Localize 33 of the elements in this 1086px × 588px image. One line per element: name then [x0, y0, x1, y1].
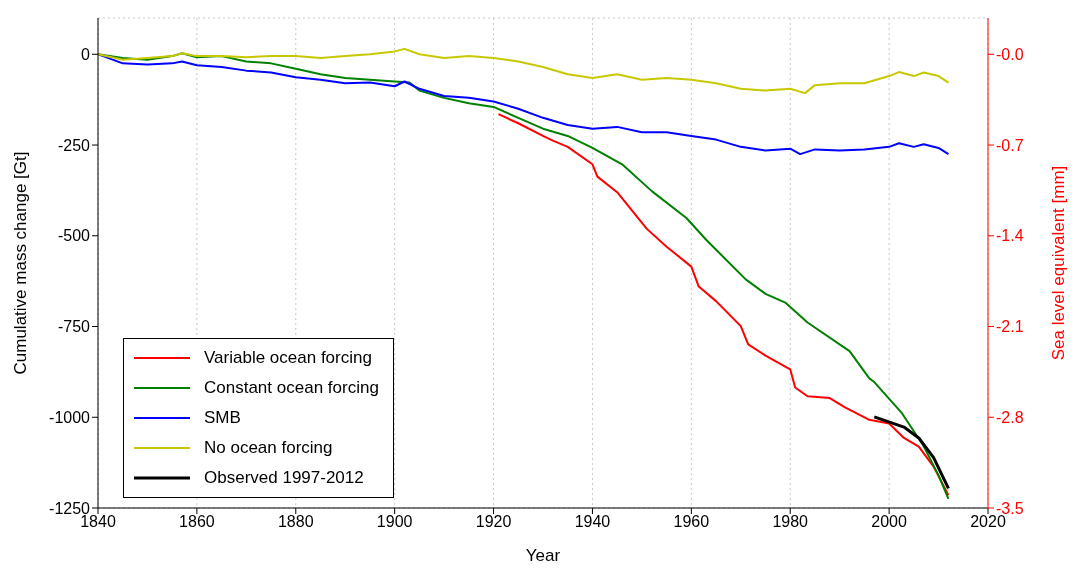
- y2-tick-label: -1.4: [996, 227, 1024, 245]
- line-series: [98, 47, 950, 95]
- legend-label: SMB: [204, 408, 241, 428]
- y-tick-label: -750: [57, 318, 91, 336]
- y2-tick-label: -0.0: [996, 45, 1024, 63]
- line-series: [872, 415, 950, 490]
- x-tick-label: 2020: [970, 513, 1006, 531]
- y2-tick-label: -2.1: [996, 318, 1024, 336]
- legend-label: Observed 1997-2012: [204, 468, 364, 488]
- x-tick-label: 1980: [772, 513, 809, 531]
- x-tick-label: 1920: [475, 513, 512, 531]
- x-tick-label: 2000: [871, 513, 908, 531]
- y-tick-label: 0: [81, 45, 91, 63]
- legend-label: Variable ocean forcing: [204, 348, 372, 368]
- y-axis-title: Cumulative mass change [Gt]: [11, 151, 31, 375]
- y2-axis-title: Sea level equivalent [mm]: [1049, 165, 1069, 361]
- x-tick-label: 1880: [277, 513, 314, 531]
- x-axis-title: Year: [525, 546, 561, 565]
- x-tick-label: 1840: [80, 513, 116, 531]
- y-tick-label: -1000: [49, 408, 91, 426]
- x-tick-label: 1940: [574, 513, 611, 531]
- x-tick-label: 1960: [673, 513, 710, 531]
- y-tick-label: -250: [57, 136, 91, 154]
- y2-tick-label: -0.7: [996, 136, 1024, 154]
- x-tick-label: 1860: [179, 513, 215, 531]
- y-tick-label: -500: [57, 227, 91, 245]
- line-series: [98, 52, 950, 500]
- x-tick-label: 1900: [376, 513, 413, 531]
- legend-label: Constant ocean forcing: [204, 378, 379, 398]
- line-series: [497, 113, 950, 497]
- line-series: [98, 53, 950, 156]
- legend-label: No ocean forcing: [204, 438, 333, 458]
- y2-tick-label: -2.8: [996, 408, 1024, 426]
